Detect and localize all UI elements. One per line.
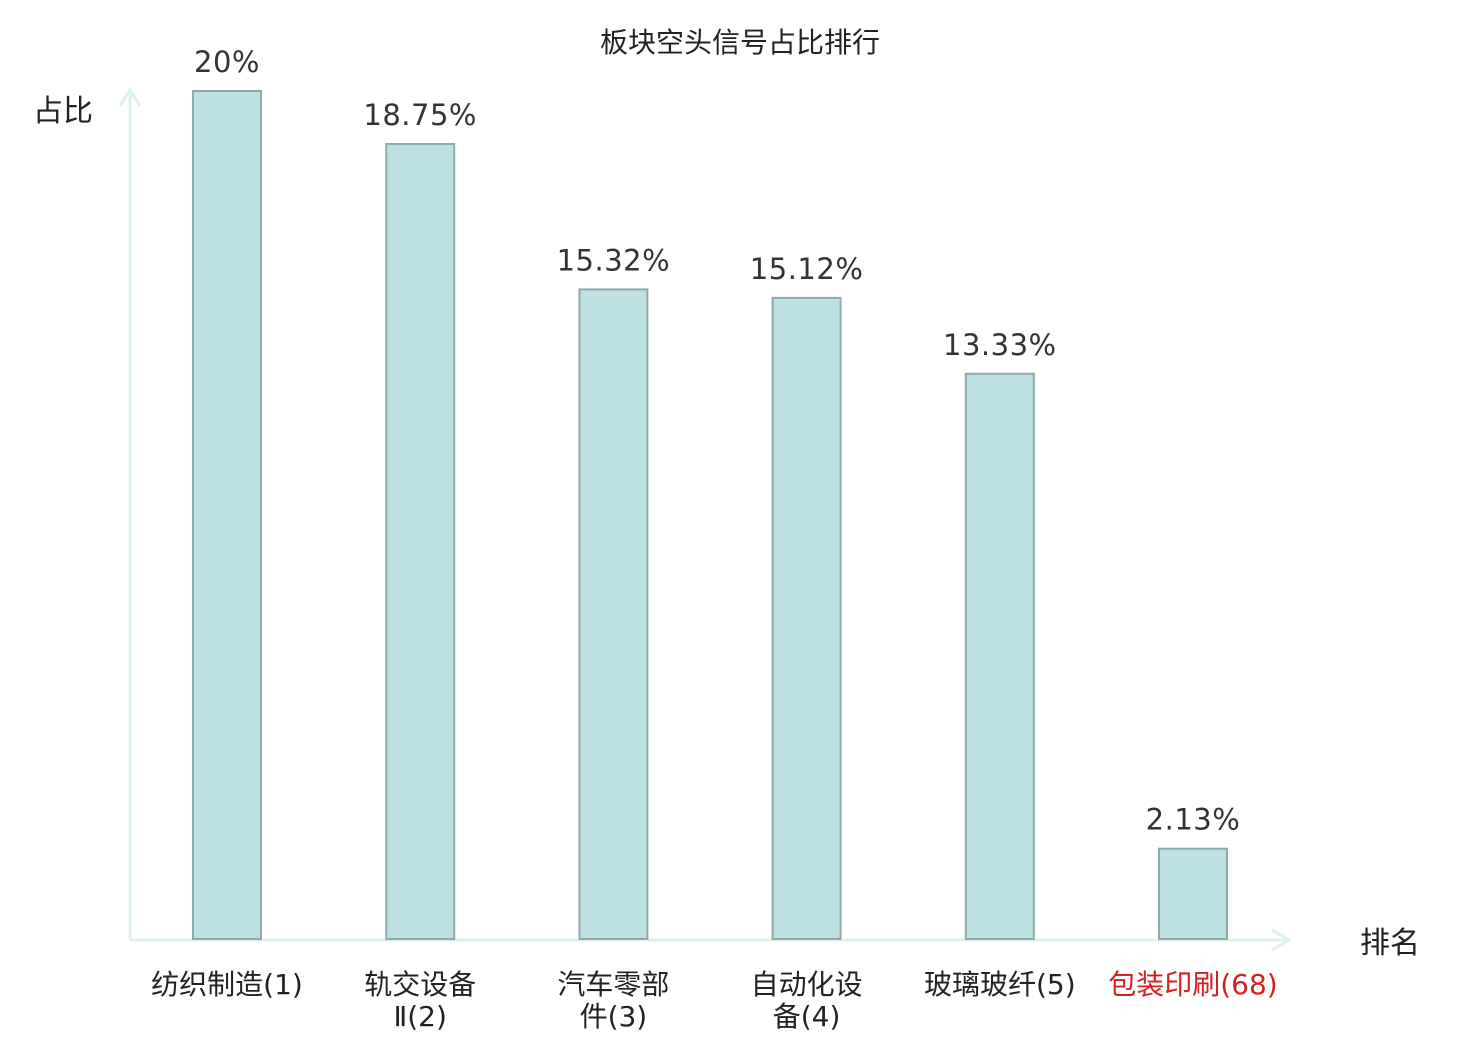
- bar-1: [192, 90, 262, 940]
- x-axis-arrowhead: [1271, 928, 1292, 952]
- category-label-3-line-2: 件(3): [580, 1000, 648, 1033]
- bars-group: [192, 90, 1228, 941]
- value-label-6: 2.13%: [1146, 803, 1241, 837]
- category-label-2-line-2: Ⅱ(2): [393, 1000, 446, 1033]
- category-label-6-line-1: 包装印刷(68): [1108, 968, 1277, 1001]
- bar-4: [771, 296, 842, 940]
- value-label-2: 18.75%: [363, 98, 477, 132]
- category-label-3-line-1: 汽车零部: [557, 968, 669, 1001]
- category-label-4-line-2: 备(4): [773, 1000, 841, 1033]
- category-label-4-line-1: 自动化设: [751, 968, 863, 1001]
- category-label-5-line-1: 玻璃玻纤(5): [924, 968, 1076, 1001]
- bar-5: [964, 372, 1035, 940]
- value-label-1: 20%: [194, 45, 260, 79]
- category-label-2-line-1: 轨交设备: [364, 968, 476, 1001]
- value-labels-group: 20% 18.75% 15.32% 15.12% 13.33% 2.13%: [194, 45, 1240, 837]
- bar-2: [385, 143, 456, 940]
- chart-title: 板块空头信号占比排行: [600, 26, 880, 59]
- value-label-5: 13.33%: [943, 328, 1057, 362]
- value-label-4: 15.12%: [750, 252, 864, 286]
- value-label-3: 15.32%: [557, 243, 671, 277]
- category-label-1-line-1: 纺织制造(1): [151, 968, 303, 1001]
- bar-6: [1158, 847, 1228, 941]
- y-axis-label: 占比: [33, 94, 93, 129]
- y-axis-arrowhead: [118, 87, 142, 107]
- x-axis-label: 排名: [1360, 926, 1420, 961]
- bar-3: [578, 288, 649, 940]
